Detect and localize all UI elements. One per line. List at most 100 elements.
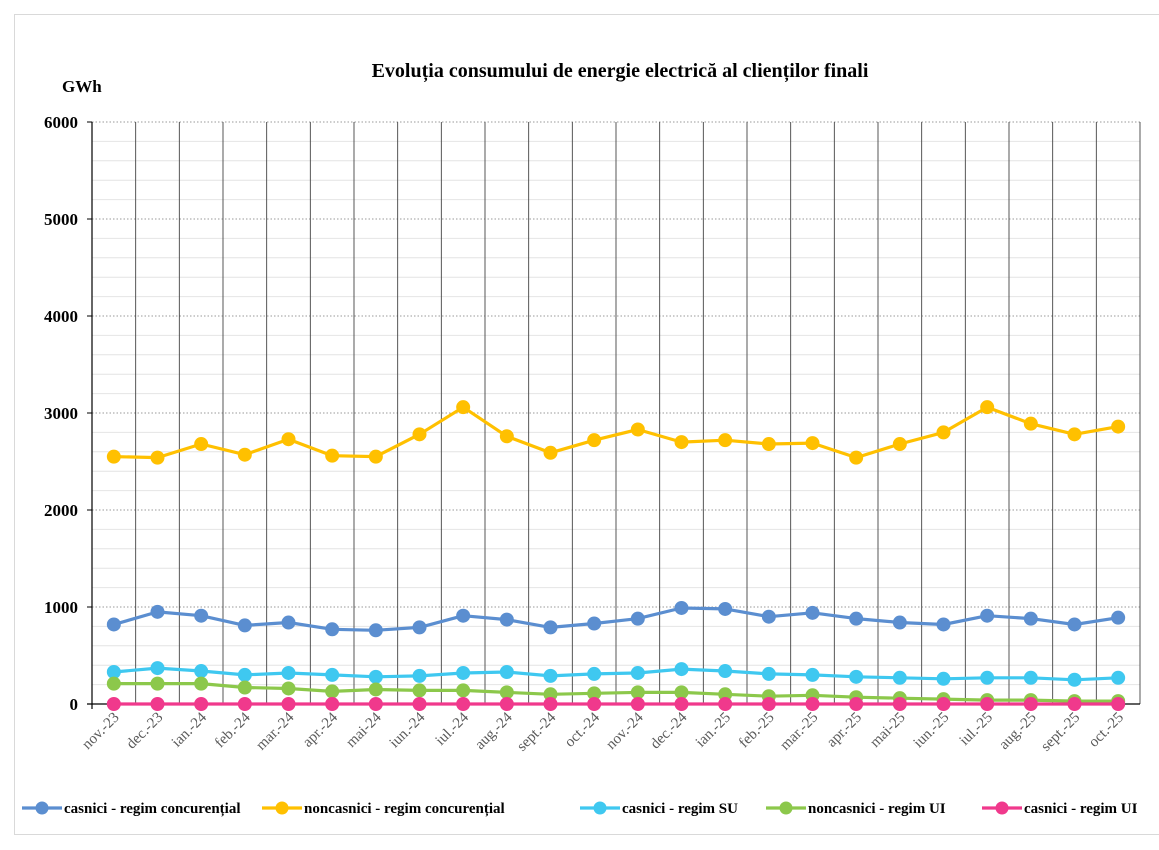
data-point [281, 665, 296, 680]
y-tick-label: 5000 [44, 210, 78, 229]
data-point [980, 400, 995, 415]
data-point [1023, 670, 1038, 685]
data-point [194, 664, 209, 679]
data-point [412, 683, 427, 698]
y-tick-label: 0 [70, 695, 79, 714]
data-point [718, 664, 733, 679]
data-point [805, 697, 820, 711]
legend: casnici - regim concurențial noncasnici -… [22, 801, 1138, 817]
data-point [106, 697, 121, 711]
data-point [106, 664, 121, 679]
y-tick-labels: 0 1000 2000 3000 4000 5000 6000 [44, 113, 78, 714]
y-tick-label: 3000 [44, 404, 78, 423]
data-point [1023, 611, 1038, 626]
data-point [587, 616, 602, 631]
data-point [368, 449, 383, 464]
data-point [980, 697, 995, 711]
data-point [543, 445, 558, 460]
data-point [325, 684, 340, 699]
legend-item: noncasnici - regim concurențial [262, 801, 505, 817]
data-point [1111, 610, 1126, 625]
legend-swatch-marker [275, 801, 289, 815]
data-point [456, 400, 471, 415]
data-point [630, 697, 645, 711]
data-point [150, 661, 165, 676]
data-point [412, 427, 427, 442]
data-point [499, 685, 514, 700]
data-point [1067, 672, 1082, 687]
legend-label: noncasnici - regim concurențial [304, 801, 505, 817]
legend-swatch-marker [779, 801, 793, 815]
data-point [281, 432, 296, 447]
data-point [892, 697, 907, 711]
data-point [194, 676, 209, 691]
legend-label: casnici - regim SU [622, 801, 738, 817]
data-point [456, 697, 471, 711]
data-point [630, 665, 645, 680]
data-point [1023, 416, 1038, 431]
data-point [106, 449, 121, 464]
data-point [1023, 697, 1038, 711]
legend-label: noncasnici - regim UI [808, 801, 946, 817]
data-point [936, 671, 951, 686]
y-tick-label: 2000 [44, 501, 78, 520]
data-point [674, 662, 689, 677]
data-point [194, 437, 209, 452]
series-line [113, 606, 1119, 632]
y-tick-label: 6000 [44, 113, 78, 132]
data-point [237, 447, 252, 462]
y-tick-label: 1000 [44, 598, 78, 617]
data-point [718, 433, 733, 448]
y-axis-label: GWh [62, 77, 102, 96]
legend-swatch-marker [35, 801, 49, 815]
data-point [150, 697, 165, 711]
data-point [936, 617, 951, 632]
data-point [412, 620, 427, 635]
data-point [281, 615, 296, 630]
data-point [368, 669, 383, 684]
data-point [150, 604, 165, 619]
series-line [113, 666, 1119, 682]
data-point [543, 697, 558, 711]
series-line [113, 405, 1119, 460]
legend-label: casnici - regim UI [1024, 801, 1138, 817]
data-point [499, 664, 514, 679]
data-point [456, 665, 471, 680]
data-point [325, 697, 340, 711]
data-point [1111, 419, 1126, 434]
data-point [674, 435, 689, 450]
data-point [368, 682, 383, 697]
data-point [325, 622, 340, 637]
data-point [761, 666, 776, 681]
data-point [630, 611, 645, 626]
legend-swatch-marker [995, 801, 1009, 815]
series-3 [106, 676, 1126, 709]
data-point [587, 433, 602, 448]
data-point [281, 697, 296, 711]
data-point [150, 450, 165, 465]
series-layer [106, 400, 1126, 711]
y-tick-label: 4000 [44, 307, 78, 326]
series-4 [106, 697, 1126, 711]
data-point [630, 685, 645, 700]
chart-border [14, 14, 1159, 835]
data-point [761, 697, 776, 711]
data-point [456, 608, 471, 623]
data-point [237, 697, 252, 711]
data-point [936, 425, 951, 440]
data-point [106, 617, 121, 632]
data-point [805, 436, 820, 451]
data-point [892, 437, 907, 452]
data-point [281, 681, 296, 696]
data-point [718, 601, 733, 616]
data-point [194, 697, 209, 711]
data-point [1067, 427, 1082, 442]
series-1 [106, 400, 1126, 465]
data-point [499, 612, 514, 627]
data-point [1111, 697, 1126, 711]
data-point [325, 448, 340, 463]
data-point [761, 437, 776, 452]
data-point [412, 697, 427, 711]
data-point [150, 676, 165, 691]
data-point [587, 666, 602, 681]
